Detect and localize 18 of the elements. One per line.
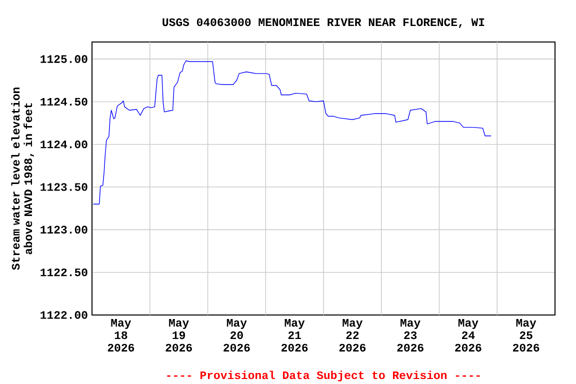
x-tick-label: May 21 2026 (282, 319, 308, 352)
x-tick-label: May 23 2026 (397, 319, 424, 352)
text: ---- Provisional Data Subject to Revision ---- (167, 370, 480, 382)
x-tick-label: May 20 2026 (224, 319, 250, 352)
y-axis-title: Stream water level elevation above NAVD 1988, in feet (11, 88, 34, 270)
y-tick-label: 1125.00 (40, 55, 88, 63)
x-tick-label: May 19 2026 (166, 319, 192, 352)
y-tick-label: 1124.00 (40, 140, 88, 148)
x-tick-label: May 22 2026 (339, 319, 366, 352)
y-tick-label: 1123.00 (40, 226, 88, 234)
y-tick-label: 1122.50 (40, 268, 88, 276)
y-tick-label: 1122.00 (40, 311, 88, 319)
y-tick-label: 1124.50 (40, 98, 88, 106)
x-tick-label: May 18 2026 (108, 319, 134, 352)
chart-title: USGS 04063000 MENOMINEE RIVER NEAR FLORENCE, WI (162, 18, 484, 28)
x-tick-label: May 25 2026 (513, 319, 540, 352)
y-tick-label: 1123.50 (40, 183, 88, 191)
x-tick-label: May 24 2026 (455, 319, 482, 352)
